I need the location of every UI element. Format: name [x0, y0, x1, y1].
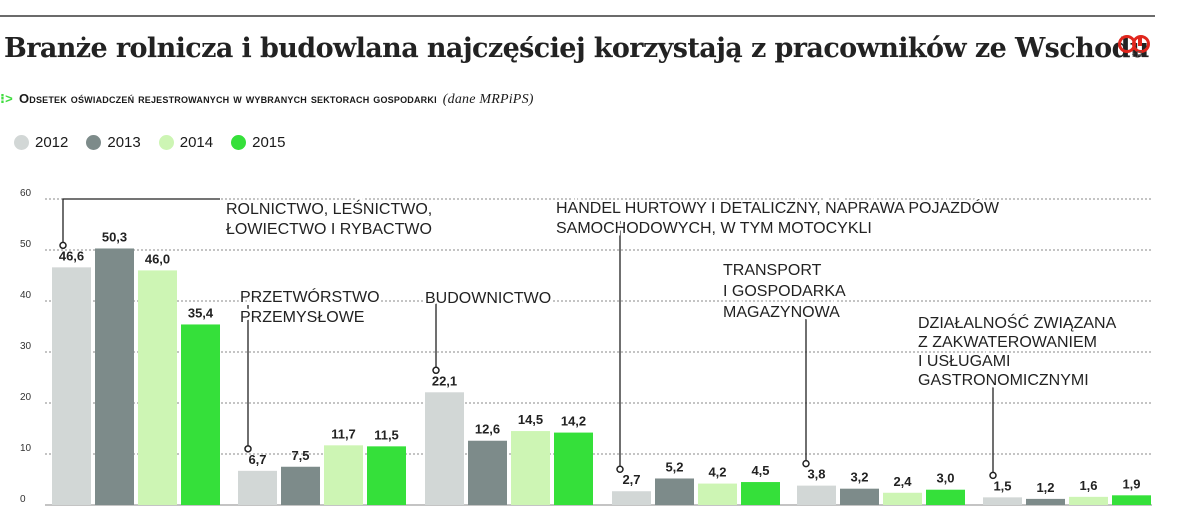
- bar-cat6-2014: [1069, 496, 1108, 505]
- leader-dot-cat3: [432, 366, 440, 375]
- y-tick-label-30: 30: [20, 341, 32, 352]
- bar-cat3-2014: [511, 431, 550, 505]
- bar-cat1-2015: [181, 324, 220, 505]
- legend-label-2014: 2014: [179, 134, 214, 151]
- bar-cat6-2015: [1112, 495, 1151, 505]
- bar-cat5-2015: [926, 489, 965, 505]
- data-label-cat6-2015: 1,9: [1122, 476, 1140, 491]
- category-label-cat5-line3: MAGAZYNOWA: [723, 304, 840, 321]
- data-label-cat5-2012: 3,8: [807, 467, 825, 482]
- data-label-cat2-2014: 11,7: [331, 426, 356, 441]
- bar-cat5-2013: [840, 488, 879, 505]
- data-label-cat5-2013: 3,2: [850, 470, 868, 485]
- legend-label-2012: 2012: [35, 134, 69, 151]
- y-tick-label-40: 40: [20, 290, 32, 301]
- leader-line-cat1: [62, 198, 220, 246]
- legend-item-2015: 2015: [231, 134, 286, 151]
- legend-dot-2012: [14, 135, 29, 150]
- legend-item-2012: 2012: [14, 134, 68, 151]
- data-label-cat5-2015: 3,0: [936, 471, 954, 486]
- data-label-cat4-2013: 5,2: [665, 459, 683, 474]
- legend-dot-2015: [231, 135, 247, 150]
- y-tick-label-20: 20: [20, 392, 32, 403]
- category-label-cat6-line4: GASTRONOMICZNYMI: [918, 372, 1089, 389]
- category-label-cat4-line2: SAMOCHODOWYCH, W TYM MOTOCYKLI: [556, 220, 872, 237]
- y-tick-label-0: 0: [20, 494, 26, 505]
- y-tick-label-60: 60: [20, 188, 32, 199]
- bar-cat2-2013: [281, 466, 320, 505]
- data-label-cat1-2014: 46,0: [145, 251, 170, 266]
- data-label-cat2-2012: 6,7: [248, 452, 266, 467]
- bar-cat3-2013: [468, 440, 507, 505]
- category-label-cat4-line1: HANDEL HURTOWY I DETALICZNY, NAPRAWA POJ…: [556, 198, 1000, 217]
- category-label-cat1-line2: ŁOWIECTWO I RYBACTWO: [226, 221, 432, 238]
- data-label-cat6-2013: 1,2: [1036, 480, 1054, 495]
- category-label-cat5-line2: I GOSPODARKA: [723, 283, 846, 300]
- data-label-cat4-2015: 4,5: [751, 463, 769, 478]
- leader-dot-cat1: [59, 241, 67, 250]
- category-label-cat6-line3: I USŁUGAMI: [918, 353, 1010, 370]
- legend: 2012 2013 2014 2015: [14, 134, 286, 151]
- bar-cat3-2015: [554, 432, 593, 505]
- data-label-cat3-2015: 14,2: [561, 414, 586, 429]
- data-label-cat1-2013: 50,3: [102, 229, 127, 244]
- leader-dot-cat4: [616, 465, 624, 473]
- data-label-cat4-2014: 4,2: [708, 465, 726, 480]
- bar-cat5-2014: [883, 492, 922, 505]
- data-label-cat4-2012: 2,7: [622, 472, 640, 487]
- subtitle-marker-icon: ⁝>: [0, 91, 13, 106]
- bar-cat5-2012: [797, 485, 836, 505]
- legend-dot-2014: [158, 135, 174, 150]
- subtitle-text: Odsetek oświadczeń rejestrowanych w wybr…: [18, 91, 437, 106]
- bar-cat2-2014: [324, 445, 363, 505]
- leader-dot-cat6: [989, 471, 997, 480]
- data-label-cat1-2015: 35,4: [188, 305, 214, 320]
- bar-cat4-2013: [655, 478, 694, 505]
- legend-dot-2013: [86, 135, 102, 150]
- category-label-cat3-line1: BUDOWNICTWO: [425, 290, 551, 307]
- legend-label-2015: 2015: [252, 134, 286, 151]
- bar-cat4-2014: [698, 483, 737, 505]
- chart-title: Branże rolnicza i budowlana najczęściej …: [4, 33, 1149, 64]
- data-label-cat2-2013: 7,5: [291, 448, 309, 463]
- bar-cat6-2012: [983, 497, 1022, 505]
- leader-dot-cat2: [244, 445, 252, 453]
- legend-label-2013: 2013: [107, 134, 141, 151]
- top-rule: [0, 15, 1155, 17]
- category-label-cat5-line1: TRANSPORT: [723, 262, 822, 279]
- category-label-cat6-line2: Z ZAKWATEROWANIEM: [918, 334, 1097, 351]
- logo-text: ŁR: [1132, 50, 1143, 59]
- data-label-cat6-2012: 1,5: [993, 478, 1011, 493]
- category-label-cat2-line2: PRZEMYSŁOWE: [240, 309, 364, 326]
- data-label-cat3-2012: 22,1: [432, 373, 457, 388]
- category-label-cat2-line1: PRZETWÓRSTWO: [240, 287, 380, 306]
- bar-cat1-2014: [138, 270, 177, 505]
- leader-dot-cat5: [802, 459, 810, 468]
- bar-cat4-2012: [612, 491, 651, 505]
- data-label-cat5-2014: 2,4: [893, 474, 912, 489]
- bar-cat1-2012: [52, 267, 91, 505]
- publisher-logo: [1118, 35, 1150, 53]
- category-label-cat6-line1: DZIAŁALNOŚĆ ZWIĄZANA: [918, 313, 1117, 332]
- data-label-cat3-2013: 12,6: [475, 422, 500, 437]
- y-tick-label-10: 10: [20, 443, 32, 454]
- data-label-cat2-2015: 11,5: [374, 427, 399, 442]
- data-label-cat6-2014: 1,6: [1079, 478, 1097, 493]
- data-source: (dane MRPiPS): [442, 92, 534, 107]
- legend-item-2014: 2014: [158, 134, 214, 151]
- legend-item-2013: 2013: [86, 134, 141, 151]
- y-tick-label-50: 50: [20, 239, 32, 250]
- chart-subtitle: ⁝> Odsetek oświadczeń rejestrowanych w wy…: [0, 91, 534, 108]
- bar-cat1-2013: [95, 248, 134, 505]
- bar-cat4-2015: [741, 482, 780, 505]
- bar-cat2-2012: [238, 470, 277, 505]
- category-label-cat1-line1: ROLNICTWO, LEŚNICTWO,: [226, 199, 432, 218]
- data-label-cat1-2012: 46,6: [59, 248, 84, 263]
- bar-cat2-2015: [367, 446, 406, 505]
- bar-cat3-2012: [425, 392, 464, 505]
- data-label-cat3-2014: 14,5: [518, 412, 543, 427]
- bar-cat6-2013: [1026, 498, 1065, 505]
